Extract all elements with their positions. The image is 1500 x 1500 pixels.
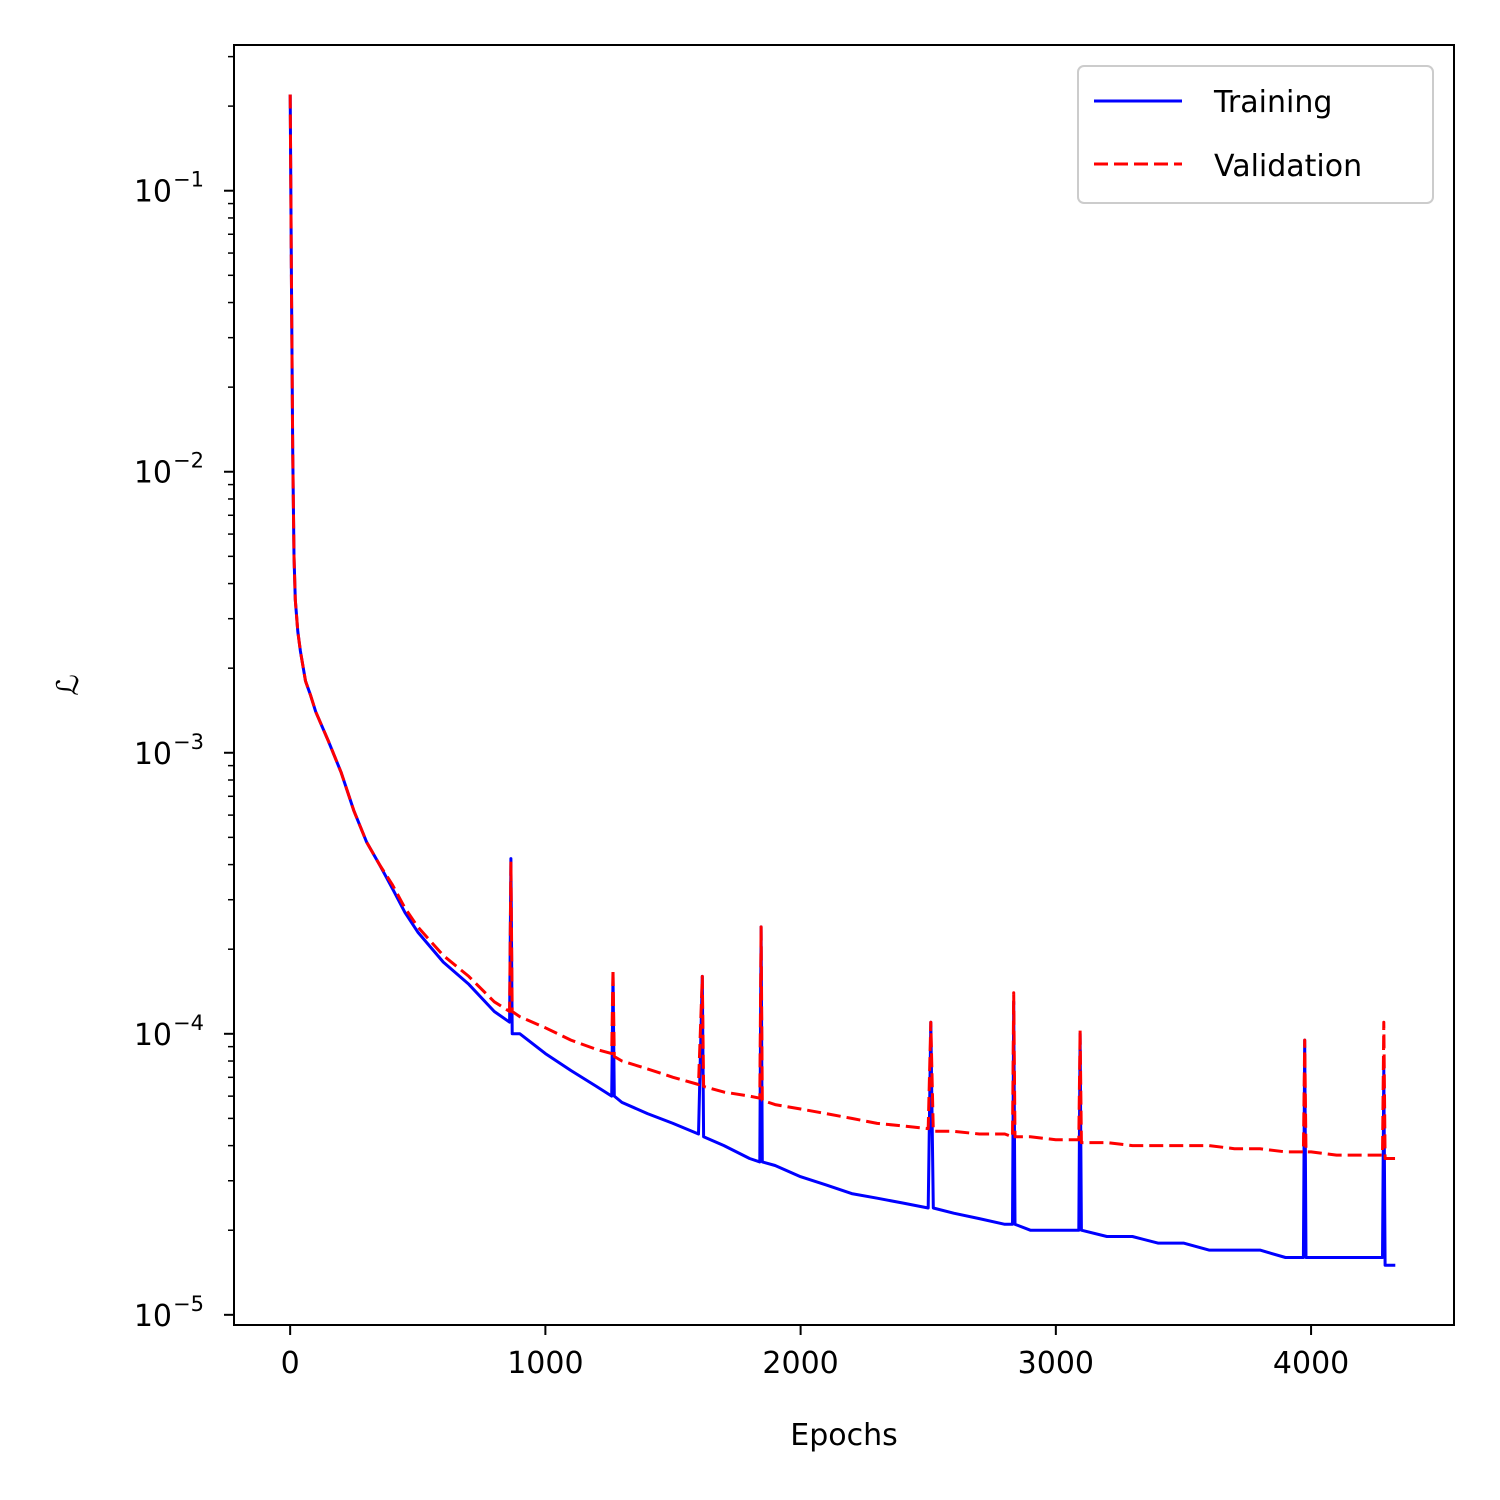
y-tick-label: 10 [134,175,172,210]
x-tick-label: 1000 [507,1346,583,1381]
y-tick-exponent: −4 [173,1011,204,1035]
y-tick-exponent: −1 [173,168,204,192]
x-axis-label: Epochs [790,1418,898,1453]
legend-label-training: Training [1213,85,1332,120]
plot-area [233,44,1455,1326]
legend: Training Validation [1077,65,1434,204]
legend-label-validation: Validation [1214,149,1362,184]
series-layer [288,94,1396,1267]
y-tick-exponent: −5 [173,1292,204,1316]
y-tick-label: 10 [134,737,172,772]
axes-frame [233,44,1455,1326]
y-tick-label: 10 [134,1299,172,1334]
y-tick-exponent: −3 [173,730,204,754]
y-tick-exponent: −2 [173,449,204,473]
series-line-validation [288,94,1396,1160]
x-tick-label: 3000 [1018,1346,1094,1381]
x-tick-label: 0 [281,1346,300,1381]
y-tick-label: 10 [134,456,172,491]
series-line-training [288,94,1396,1267]
y-axis-ticks: 10−110−210−310−410−5 [134,55,234,1334]
y-tick-label: 10 [134,1018,172,1053]
y-axis-label: ℒ [51,674,86,696]
x-tick-label: 2000 [762,1346,838,1381]
x-axis-ticks: 0 1000 2000 3000 4000 [281,1325,1349,1381]
x-tick-label: 4000 [1273,1346,1349,1381]
